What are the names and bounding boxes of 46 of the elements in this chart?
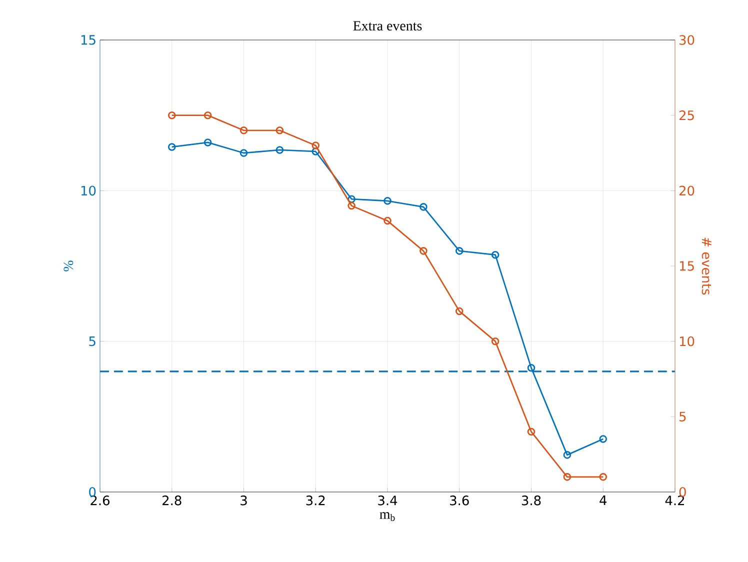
- x-tick-label: 4.2: [665, 496, 684, 506]
- point: [491, 250, 500, 259]
- point: [420, 247, 428, 255]
- y2-tick-label: 15: [680, 261, 694, 271]
- point: [348, 202, 356, 210]
- x-tick-label: 2.8: [162, 496, 182, 506]
- point: [420, 203, 428, 211]
- y2-tick-label: 25: [679, 110, 694, 120]
- y-tick-label: 0: [89, 487, 96, 497]
- point: [276, 146, 284, 154]
- x-tick-label: 3.6: [450, 496, 469, 506]
- y2-axis-title: # events: [702, 238, 712, 295]
- point: [348, 195, 356, 203]
- y-axis-title: %: [64, 260, 74, 272]
- point: [240, 149, 248, 157]
- point: [312, 142, 320, 150]
- point: [527, 428, 536, 436]
- chart-title: Extra events: [353, 21, 422, 30]
- y2-tick-label: 0: [679, 487, 686, 497]
- point: [491, 337, 500, 346]
- x-tick-label: 3.8: [522, 496, 541, 506]
- point: [563, 451, 572, 459]
- x-tick-label: 4: [600, 496, 607, 505]
- point: [312, 148, 320, 156]
- x-axis-title: m$_{b}$: [380, 512, 395, 521]
- point: [527, 364, 536, 372]
- x-tick-label: 3.4: [378, 496, 398, 506]
- y2-tick-label: 20: [679, 186, 694, 196]
- point: [384, 197, 392, 205]
- y-tick-label: 15: [81, 35, 96, 45]
- point: [455, 307, 464, 316]
- x-tick-label: 3: [240, 496, 247, 506]
- y-tick-label: 10: [81, 186, 96, 196]
- y2-tick-label: 5: [680, 412, 686, 422]
- point: [455, 247, 464, 255]
- x-tick-label: 2.6: [90, 496, 110, 506]
- y2-tick-label: 10: [680, 336, 694, 346]
- point: [276, 126, 284, 134]
- point: [563, 473, 572, 481]
- point: [204, 138, 212, 146]
- point: [240, 126, 248, 134]
- point: [204, 111, 212, 120]
- y-tick-label: 5: [89, 336, 96, 346]
- point: [384, 216, 392, 225]
- y2-tick-label: 30: [680, 35, 694, 45]
- x-tick-label: 3.2: [306, 496, 325, 506]
